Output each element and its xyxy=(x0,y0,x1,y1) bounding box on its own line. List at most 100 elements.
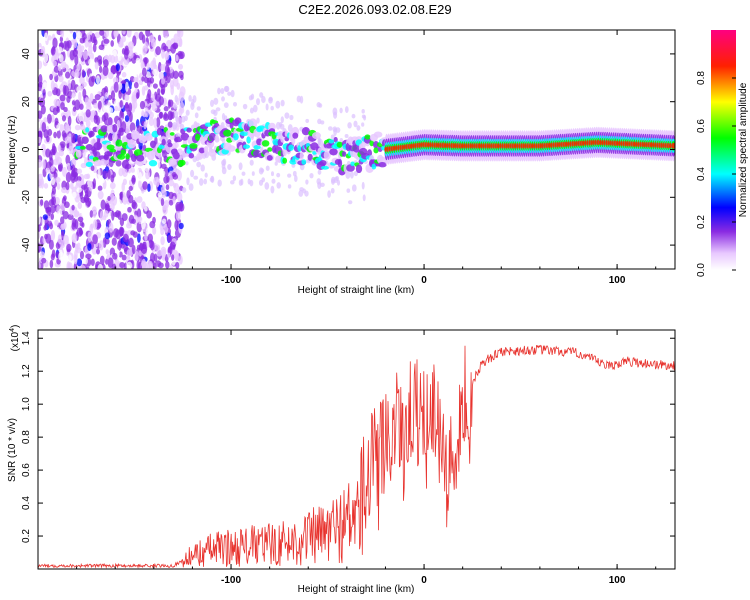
heatmap-noise-cell xyxy=(100,199,106,210)
heatmap-noise-cell xyxy=(60,101,65,111)
colorbar-tick-label: 0.2 xyxy=(696,215,707,229)
heatmap-faint-cell xyxy=(238,179,243,186)
heatmap-noise-cell xyxy=(79,103,84,110)
heatmap-noise-cell xyxy=(91,75,96,83)
heatmap-noise-cell xyxy=(86,173,91,180)
spectrogram-heatmap xyxy=(38,30,675,269)
heatmap-noise-cell xyxy=(175,210,181,221)
heatmap-noise-cell xyxy=(52,60,57,67)
heatmap-noise-cell xyxy=(142,67,147,77)
heatmap-signal-cell xyxy=(81,136,89,144)
heatmap-noise-cell xyxy=(43,183,49,189)
heatmap-noise-cell xyxy=(131,177,136,183)
heatmap-signal-cell xyxy=(337,158,343,168)
heatmap-noise-cell xyxy=(78,91,82,102)
heatmap-noise-cell xyxy=(76,31,83,39)
heatmap-noise-cell xyxy=(161,78,166,85)
heatmap-noise-cell xyxy=(63,234,69,245)
heatmap-noise-cell xyxy=(124,115,130,123)
heatmap-noise-cell xyxy=(176,169,182,181)
heatmap-noise-cell xyxy=(131,218,136,224)
heatmap-noise-cell xyxy=(79,250,85,260)
heatmap-noise-cell xyxy=(113,81,119,93)
heatmap-noise-cell xyxy=(103,210,109,218)
heatmap-noise-cell xyxy=(130,167,135,174)
heatmap-noise-cell xyxy=(97,180,103,186)
heatmap-noise-cell xyxy=(105,258,109,265)
snr-xtick-label: -100 xyxy=(221,575,241,586)
heatmap-noise-cell xyxy=(107,257,114,269)
heatmap-noise-cell xyxy=(42,159,46,170)
heatmap-noise-cell xyxy=(45,167,50,173)
heatmap-noise-cell xyxy=(111,237,117,246)
heatmap-noise-cell xyxy=(103,30,110,38)
heatmap-signal-cell xyxy=(371,163,377,170)
heatmap-signal-cell xyxy=(115,139,123,147)
heatmap-signal-cell xyxy=(261,140,270,147)
heatmap-noise-cell xyxy=(42,214,48,220)
heatmap-signal-cell xyxy=(93,141,103,151)
heatmap-noise-cell xyxy=(79,265,86,269)
heatmap-noise-cell xyxy=(158,111,164,119)
heatmap-faint-cell xyxy=(351,184,357,192)
heatmap-signal-cell xyxy=(203,146,209,154)
heatmap-faint-cell xyxy=(327,190,331,198)
heatmap-noise-cell xyxy=(120,243,125,249)
heatmap-noise-cell xyxy=(54,47,59,56)
heatmap-signal-cell xyxy=(360,141,366,150)
heatmap-signal-cell xyxy=(253,145,261,150)
heatmap-noise-cell xyxy=(178,70,184,79)
heatmap-faint-cell xyxy=(227,91,232,96)
heatmap-noise-cell xyxy=(128,102,133,113)
heatmap-faint-cell xyxy=(261,95,266,104)
heatmap-signal-cell xyxy=(127,139,137,149)
heatmap-noise-cell xyxy=(112,49,117,57)
heatmap-faint-cell xyxy=(346,188,351,193)
heatmap-signal-cell xyxy=(189,142,198,149)
heatmap-noise-cell xyxy=(119,191,124,201)
heatmap-noise-cell xyxy=(51,177,56,186)
heatmap-noise-cell xyxy=(116,119,121,129)
heatmap-signal-cell xyxy=(239,131,249,137)
heatmap-signal-cell xyxy=(275,155,282,163)
heatmap-faint-cell xyxy=(193,175,199,180)
heatmap-noise-cell xyxy=(151,93,155,102)
heatmap-signal-cell xyxy=(156,127,163,136)
heatmap-noise-cell xyxy=(161,218,167,224)
colorbar-tick-label: 0.6 xyxy=(696,119,707,133)
heatmap-noise-cell xyxy=(109,182,116,190)
heatmap-noise-cell xyxy=(99,30,105,36)
heatmap-faint-cell xyxy=(203,178,208,185)
heatmap-signal-cell xyxy=(312,132,321,140)
spectrogram-panel: -100 0 100 -40 -20 0 20 40 Height of straight l… xyxy=(7,29,676,296)
heatmap-noise-cell xyxy=(54,117,59,126)
heatmap-noise-cell xyxy=(131,91,138,103)
snr-axes: -100 0 100 0.2 0.4 0.6 0.8 1.0 1.2 1.4 xyxy=(21,330,675,586)
heatmap-noise-cell xyxy=(50,114,55,123)
heatmap-signal-cell xyxy=(88,130,95,138)
heatmap-signal-cell xyxy=(85,161,93,167)
heatmap-noise-cell xyxy=(152,68,158,76)
heatmap-noise-cell xyxy=(165,261,170,269)
heatmap-noise-cell xyxy=(41,257,47,264)
heatmap-noise-cell xyxy=(92,234,98,245)
heatmap-noise-cell xyxy=(175,54,179,62)
heatmap-noise-cell xyxy=(61,187,68,194)
heatmap-noise-cell xyxy=(66,40,72,49)
heatmap-noise-cell xyxy=(69,30,74,34)
heatmap-noise-cell xyxy=(113,30,119,37)
heatmap-signal-cell xyxy=(336,141,344,148)
spectrogram-ytick-label: -20 xyxy=(21,190,32,205)
heatmap-noise-cell xyxy=(70,159,77,167)
heatmap-noise-cell xyxy=(90,258,95,267)
heatmap-noise-cell xyxy=(167,121,173,128)
snr-ytick-label: 1.0 xyxy=(21,397,32,411)
snr-ytick-label: 1.4 xyxy=(21,331,32,345)
heatmap-signal-cell xyxy=(144,132,153,141)
heatmap-signal-cell xyxy=(350,161,355,167)
heatmap-noise-cell xyxy=(156,176,160,188)
snr-background xyxy=(38,330,675,569)
heatmap-noise-cell xyxy=(53,98,60,107)
heatmap-signal-cell xyxy=(208,149,217,157)
heatmap-noise-cell xyxy=(57,144,62,152)
